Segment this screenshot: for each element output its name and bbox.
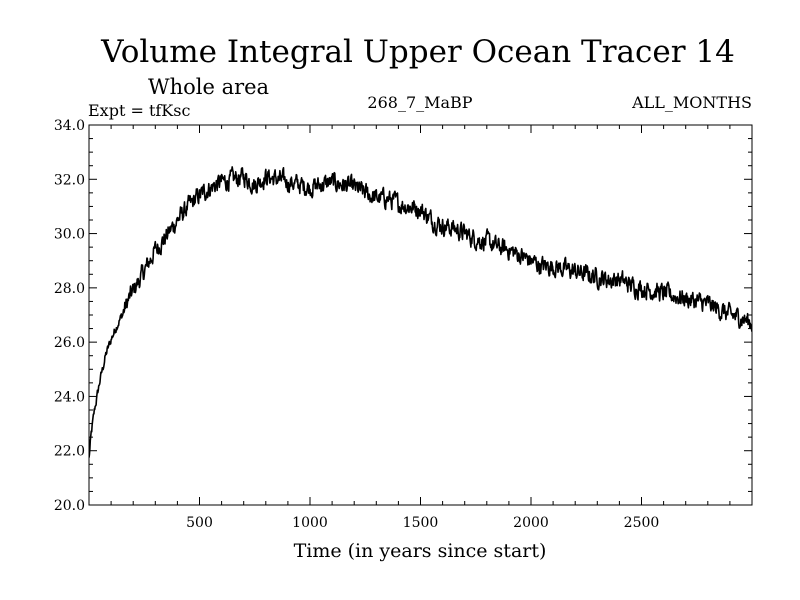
center-label: 268_7_MaBP	[367, 93, 472, 112]
y-tick-label: 28.0	[54, 281, 85, 297]
y-tick-label: 30.0	[54, 227, 85, 243]
y-tick-label: 22.0	[54, 444, 85, 460]
y-tick-label: 26.0	[54, 335, 85, 351]
right-label: ALL_MONTHS	[631, 93, 752, 112]
chart-subtitle: Whole area	[148, 75, 269, 99]
series-line	[89, 166, 752, 458]
plot-frame	[88, 124, 753, 506]
x-tick-label: 500	[186, 515, 213, 531]
x-tick-label: 1500	[403, 515, 439, 531]
x-tick-label: 2500	[624, 515, 660, 531]
x-tick-label: 2000	[513, 515, 549, 531]
y-tick-label: 32.0	[54, 172, 85, 188]
y-tick-label: 24.0	[54, 389, 85, 405]
chart-title: Volume Integral Upper Ocean Tracer 14	[100, 34, 735, 70]
y-tick-label: 34.0	[54, 118, 85, 134]
y-tick-label: 20.0	[54, 498, 85, 514]
x-axis-label: Time (in years since start)	[294, 540, 547, 562]
plot-area: 20.0 22.0 24.0 26.0 28.0 30.0 32.0 34.0 500 1000 1…	[54, 118, 753, 531]
x-tick-label: 1000	[292, 515, 328, 531]
experiment-label: Expt = tfKsc	[88, 101, 190, 120]
